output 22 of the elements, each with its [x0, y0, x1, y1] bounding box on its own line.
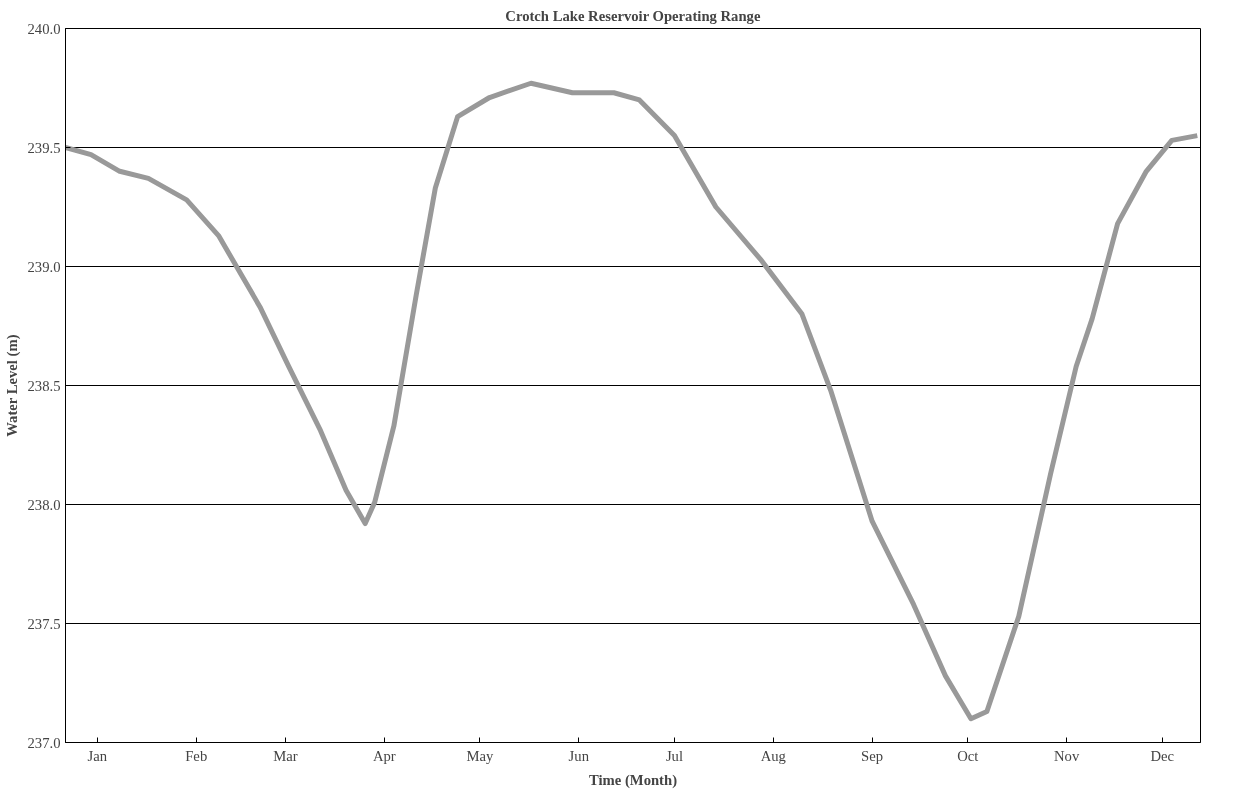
y-tick-label: 239.5	[27, 139, 61, 156]
x-tick-label: May	[466, 747, 495, 764]
chart-title: Crotch Lake Reservoir Operating Range	[505, 7, 761, 24]
x-tick-label: Oct	[957, 747, 979, 764]
y-tick-label: 240.0	[27, 20, 61, 37]
x-tick-label: Sep	[861, 747, 884, 764]
x-tick-label: Nov	[1053, 747, 1080, 764]
y-tick-label: 238.5	[27, 377, 61, 394]
x-tick-label: Jul	[665, 747, 683, 764]
y-tick-label: 238.0	[27, 496, 61, 513]
x-tick-label: Jan	[87, 747, 108, 764]
x-tick-label: Dec	[1150, 747, 1175, 764]
x-tick-label: Jun	[568, 747, 590, 764]
x-axis-title: Time (Month)	[588, 771, 678, 789]
y-tick-label: 239.0	[27, 258, 61, 275]
x-tick-label: Aug	[760, 747, 787, 764]
y-tick-label: 237.0	[27, 734, 61, 751]
y-tick-label: 237.5	[27, 615, 61, 632]
x-tick-label: Apr	[372, 747, 396, 764]
y-axis-title: Water Level (m)	[3, 334, 21, 437]
x-tick-label: Feb	[185, 747, 208, 764]
x-tick-label: Mar	[273, 747, 298, 764]
